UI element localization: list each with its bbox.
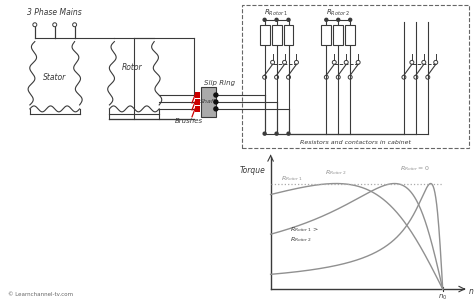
Circle shape (214, 93, 218, 97)
Circle shape (275, 132, 278, 135)
Text: $R_{Rotor} = 0$: $R_{Rotor} = 0$ (400, 164, 429, 173)
Text: $R_{Rotor\ 2}$: $R_{Rotor\ 2}$ (325, 168, 347, 177)
Circle shape (263, 18, 266, 21)
Bar (333, 25, 343, 44)
Text: 3 Phase Mains: 3 Phase Mains (27, 8, 82, 18)
Text: Slip Ring: Slip Ring (204, 80, 235, 86)
Circle shape (349, 18, 352, 21)
Bar (201, 87, 216, 117)
Text: Brushes: Brushes (175, 118, 203, 124)
Text: $R_{Rotor\ 1}$ >
$R_{Rotor\ 2}$: $R_{Rotor\ 1}$ > $R_{Rotor\ 2}$ (291, 225, 319, 244)
Text: Resistors and contactors in cabinet: Resistors and contactors in cabinet (300, 140, 410, 145)
Circle shape (214, 107, 218, 111)
Text: Shaft: Shaft (200, 99, 216, 104)
Text: $R_{Rotor\ 1}$: $R_{Rotor\ 1}$ (264, 8, 289, 18)
Text: $R_{Rotor\ 2}$: $R_{Rotor\ 2}$ (326, 8, 350, 18)
Circle shape (287, 18, 290, 21)
Circle shape (337, 18, 340, 21)
Bar (345, 25, 355, 44)
Text: n: n (469, 287, 474, 296)
Bar (195, 99, 200, 105)
Circle shape (275, 18, 278, 21)
Circle shape (287, 132, 290, 135)
Bar (195, 106, 200, 112)
Circle shape (325, 18, 328, 21)
Bar (242, 5, 469, 149)
Text: Torque: Torque (240, 166, 265, 175)
Bar (260, 25, 270, 44)
Text: $R_{Rotor\ 1}$: $R_{Rotor\ 1}$ (281, 174, 302, 183)
Bar (283, 25, 293, 44)
Circle shape (214, 100, 218, 104)
Circle shape (263, 132, 266, 135)
Bar (321, 25, 331, 44)
Text: © Learnchannel-tv.com: © Learnchannel-tv.com (8, 292, 73, 297)
Bar (272, 25, 282, 44)
Text: Rotor: Rotor (122, 63, 143, 72)
Text: $n_0$: $n_0$ (438, 292, 447, 302)
Text: Stator: Stator (43, 73, 66, 82)
Bar (195, 92, 200, 98)
